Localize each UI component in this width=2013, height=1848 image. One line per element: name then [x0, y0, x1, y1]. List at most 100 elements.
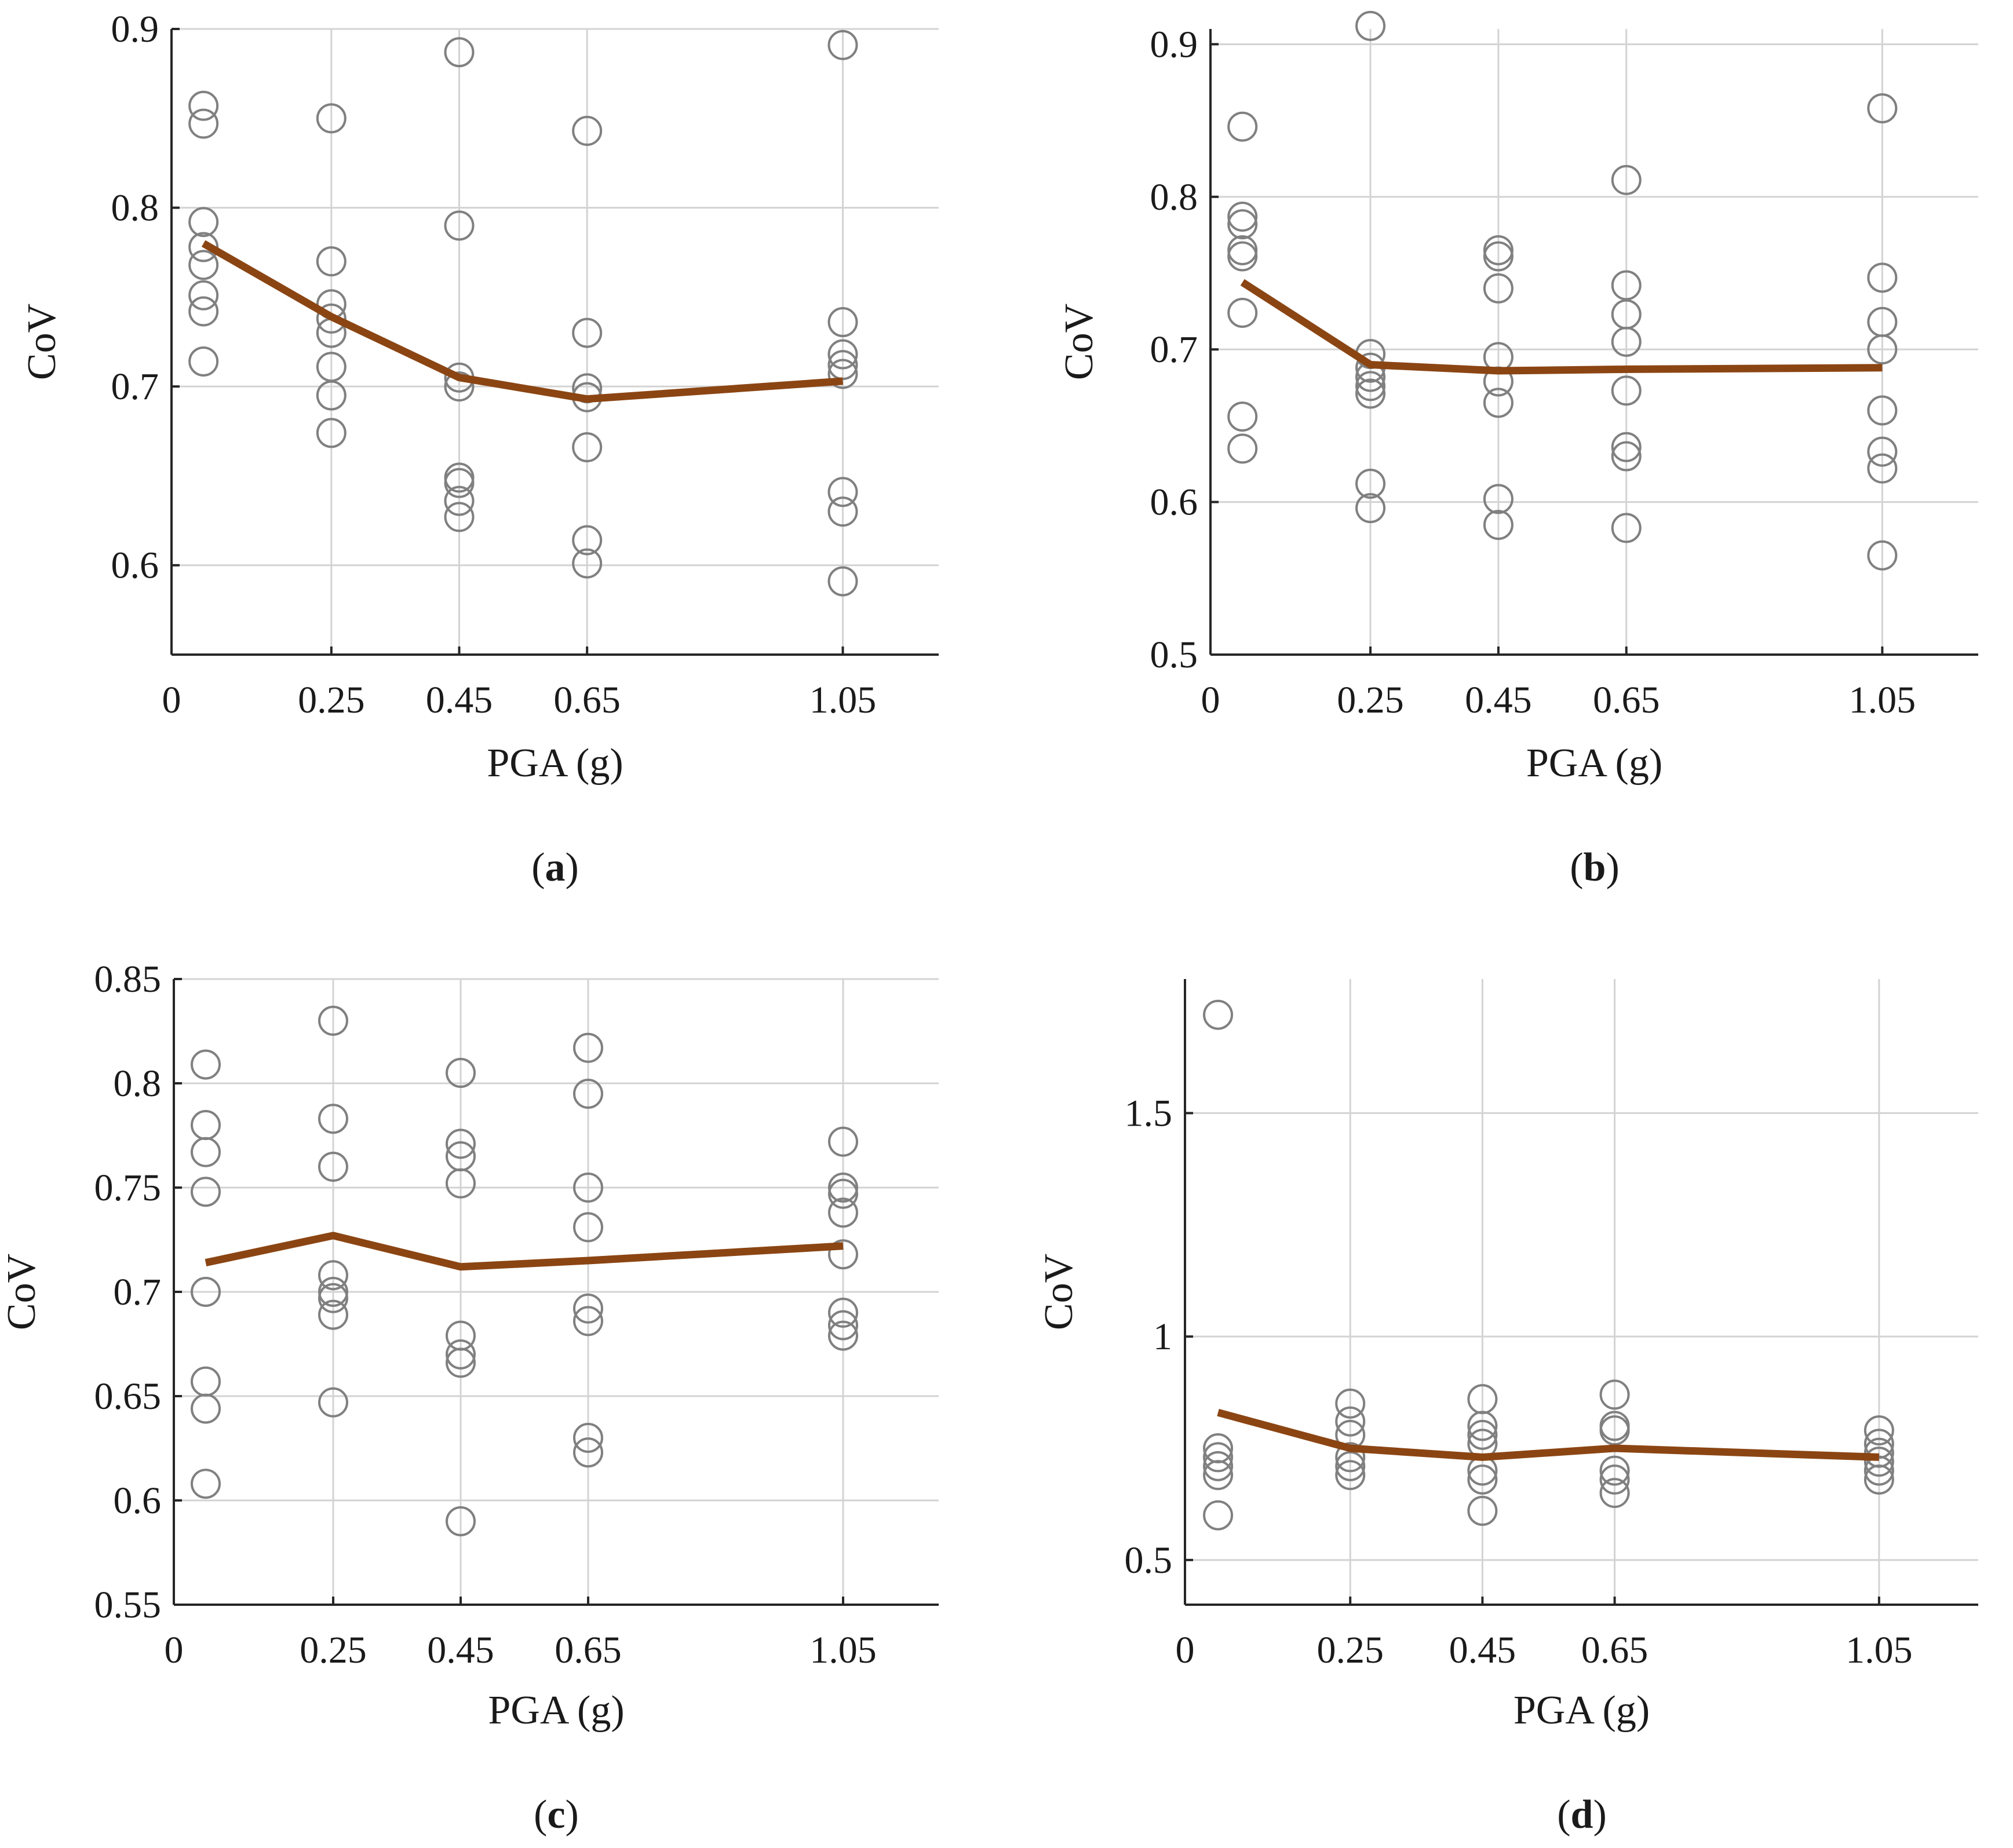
- caption-open-paren: (: [531, 845, 545, 890]
- scatter-point: [316, 103, 347, 134]
- scatter-point: [316, 303, 347, 334]
- caption-close-paren: ): [566, 1792, 579, 1837]
- scatter-point: [1599, 1379, 1630, 1410]
- scatter-point: [828, 1126, 858, 1157]
- scatter-point: [1867, 436, 1898, 467]
- mean-line: [1240, 279, 1883, 375]
- scatter-point: [572, 548, 603, 579]
- y-tick-label: 1: [1153, 1316, 1172, 1358]
- scatter-point: [188, 207, 219, 238]
- x-tick-label: 0.65: [555, 1629, 622, 1671]
- y-axis-title: CoV: [1057, 304, 1102, 380]
- grid: [172, 28, 939, 655]
- scatter-point: [827, 566, 858, 597]
- panel-caption: (c): [534, 1792, 579, 1837]
- scatter-point: [828, 1178, 858, 1209]
- scatter-point: [1611, 513, 1642, 543]
- scatter-point: [1355, 468, 1386, 499]
- y-axis-title: CoV: [20, 304, 64, 380]
- x-tick-label: 0: [162, 679, 181, 721]
- scatter-point: [1467, 1419, 1498, 1450]
- mean-line: [1217, 1409, 1880, 1461]
- scatter-point: [573, 1423, 603, 1453]
- scatter-point: [316, 380, 347, 411]
- scatter-point: [1867, 93, 1898, 123]
- x-tick-label: 0: [1176, 1629, 1195, 1671]
- scatter-point: [1867, 540, 1898, 571]
- y-tick-label: 0.6: [1150, 481, 1198, 524]
- x-tick-label: 0.45: [1449, 1629, 1516, 1671]
- y-tick-label: 0.5: [1125, 1539, 1173, 1582]
- scatter-point: [191, 1049, 221, 1080]
- scatter-series: [191, 1006, 858, 1536]
- scatter-series: [1227, 10, 1898, 571]
- scatter-point: [827, 339, 858, 370]
- scatter-point: [1355, 10, 1386, 41]
- scatter-point: [1227, 209, 1258, 240]
- scatter-point: [446, 1168, 476, 1199]
- scatter-point: [1355, 371, 1386, 401]
- scatter-point: [1203, 1500, 1234, 1531]
- scatter-point: [1467, 1464, 1498, 1495]
- scatter-point: [316, 246, 347, 277]
- y-tick-label: 0.55: [94, 1584, 162, 1626]
- scatter-point: [1483, 235, 1514, 265]
- y-tick-label: 0.5: [1150, 634, 1198, 676]
- scatter-point: [1611, 327, 1642, 357]
- scatter-point: [573, 1306, 603, 1336]
- y-tick-label: 0.8: [1150, 176, 1198, 218]
- y-tick-label: 0.75: [94, 1167, 162, 1209]
- caption-close-paren: ): [1593, 1792, 1606, 1837]
- caption-open-paren: (: [1570, 845, 1583, 890]
- panel-d: 0 0.25 0.45 0.65 1.05 0.5 1 1.5 PGA (g) CoV (d): [1037, 979, 1978, 1837]
- y-tick-label: 1.5: [1125, 1092, 1173, 1134]
- scatter-point: [572, 317, 603, 348]
- panel-b: 0 0.25 0.45 0.65 1.05 0.5 0.6 0.7 0.8 0.9 PGA (g) C…: [1057, 10, 1978, 890]
- x-tick-label: 1.05: [809, 1629, 877, 1671]
- scatter-point: [1864, 1447, 1894, 1477]
- scatter-point: [318, 1277, 348, 1307]
- scatter-point: [188, 108, 219, 139]
- scatter-point: [1864, 1415, 1894, 1446]
- scatter-point: [318, 1104, 348, 1134]
- scatter-point: [573, 1437, 603, 1468]
- scatter-point: [1467, 1411, 1498, 1441]
- scatter-point: [1611, 165, 1642, 195]
- y-tick-label: 0.8: [111, 187, 159, 229]
- scatter-point: [828, 1197, 858, 1228]
- x-tick-label: 0.65: [1593, 679, 1660, 721]
- x-axis-title: PGA (g): [1514, 1688, 1650, 1733]
- scatter-point: [1203, 999, 1234, 1030]
- scatter-point: [573, 1032, 603, 1063]
- x-tick-label: 0: [165, 1629, 184, 1671]
- scatter-point: [1483, 388, 1514, 418]
- scatter-point: [573, 1293, 603, 1324]
- scatter-point: [573, 1079, 603, 1109]
- scatter-point: [444, 37, 475, 68]
- scatter-point: [573, 1212, 603, 1243]
- x-tick-label: 0.25: [1317, 1629, 1384, 1671]
- mean-line: [205, 1232, 844, 1271]
- y-tick-label: 0.7: [1150, 328, 1198, 371]
- scatter-point: [1483, 510, 1514, 540]
- scatter-point: [573, 1173, 603, 1203]
- scatter-point: [1867, 395, 1898, 426]
- scatter-point: [1335, 1460, 1366, 1491]
- scatter-point: [1335, 1451, 1366, 1481]
- y-tick-label: 0.6: [114, 1480, 162, 1522]
- scatter-point: [318, 1260, 348, 1291]
- scatter-point: [1611, 270, 1642, 301]
- scatter-point: [1227, 297, 1258, 328]
- scatter-point: [318, 1152, 348, 1182]
- grid: [1210, 29, 1978, 655]
- scatter-point: [1355, 378, 1386, 409]
- scatter-point: [827, 496, 858, 527]
- scatter-point: [1203, 1451, 1234, 1481]
- scatter-point: [318, 1387, 348, 1418]
- panel-a: 0 0.25 0.45 0.65 1.05 0.6 0.7 0.8 0.9 PGA (g) CoV (…: [20, 8, 939, 890]
- x-tick-label: 0.25: [298, 679, 365, 721]
- scatter-point: [572, 525, 603, 556]
- x-tick-label: 1.05: [809, 679, 877, 721]
- scatter-point: [1227, 235, 1258, 265]
- scatter-point: [188, 280, 219, 311]
